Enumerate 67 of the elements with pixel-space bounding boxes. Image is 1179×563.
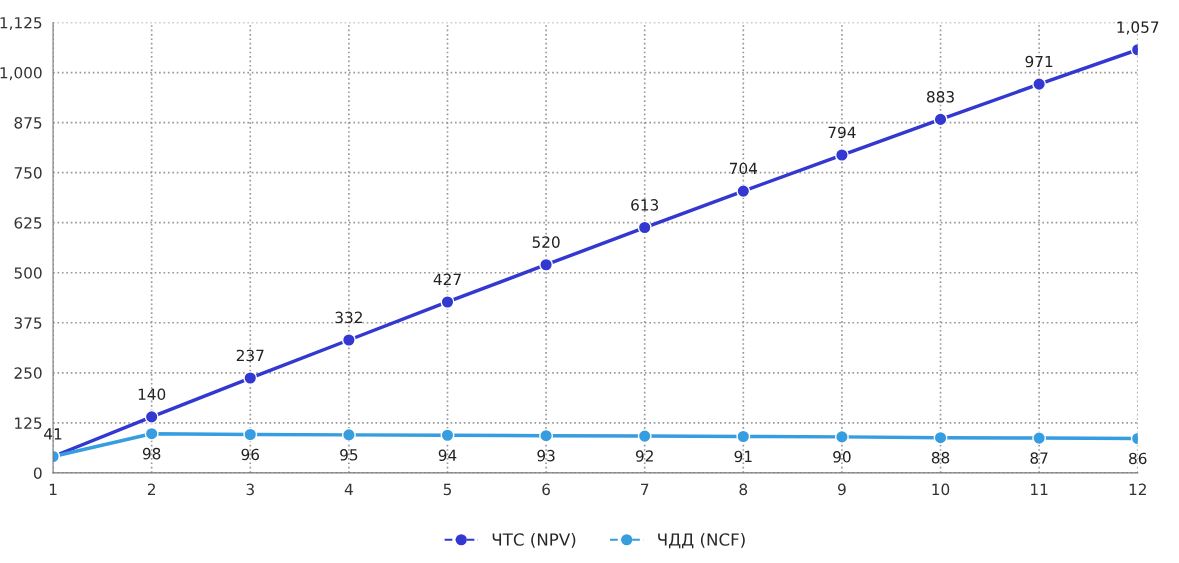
data-label: 883 xyxy=(926,91,954,103)
x-tick-label: 11 xyxy=(1031,483,1048,495)
point xyxy=(243,371,258,385)
point xyxy=(933,112,948,127)
x-tick-label: 3 xyxy=(246,483,254,496)
data-label: 94 xyxy=(438,449,457,461)
x-tick-label: 12 xyxy=(1129,483,1146,495)
point xyxy=(341,427,356,442)
x-tick-label: 4 xyxy=(344,483,353,495)
x-tick-label: 2 xyxy=(147,483,155,495)
data-label: 1,057 xyxy=(1117,21,1159,35)
data-label: 93 xyxy=(537,449,555,462)
y-tick-label: 250 xyxy=(14,367,42,379)
data-label: 971 xyxy=(1025,55,1053,68)
data-label: 95 xyxy=(340,449,358,461)
y-tick-label: 375 xyxy=(14,317,42,329)
x-tick-label: 9 xyxy=(838,483,846,496)
data-label: 87 xyxy=(1030,452,1048,464)
legend-label: ЧДД (NCF) xyxy=(658,532,745,549)
x-tick-label: 7 xyxy=(641,483,649,495)
legend-label: ЧТС (NPV) xyxy=(492,532,576,548)
point xyxy=(834,148,849,162)
point xyxy=(933,430,948,445)
y-tick-label: 1,000 xyxy=(0,67,42,81)
data-label: 86 xyxy=(1129,452,1147,465)
x-tick-label: 6 xyxy=(542,483,550,496)
point xyxy=(1032,77,1047,92)
data-label: 96 xyxy=(241,448,260,461)
point xyxy=(144,426,159,441)
data-label: 794 xyxy=(828,126,856,139)
y-tick-label: 0 xyxy=(33,467,42,479)
point xyxy=(243,427,258,442)
point xyxy=(1032,431,1047,446)
point xyxy=(341,333,356,347)
point xyxy=(144,409,159,424)
data-label: 520 xyxy=(532,236,560,248)
x-tick-label: 10 xyxy=(932,483,950,496)
y-tick-label: 125 xyxy=(15,417,42,429)
data-label: 90 xyxy=(833,451,851,463)
data-label: 140 xyxy=(138,388,166,401)
data-label: 704 xyxy=(729,162,758,175)
y-tick-label: 625 xyxy=(14,217,42,229)
data-label: 613 xyxy=(631,199,659,211)
data-label: 88 xyxy=(931,451,950,464)
point xyxy=(440,428,455,443)
y-tick-label: 875 xyxy=(14,117,42,129)
data-label: 92 xyxy=(635,450,653,462)
x-tick-label: 1 xyxy=(49,483,57,495)
data-label: 427 xyxy=(433,273,461,285)
x-tick-label: 5 xyxy=(443,483,452,496)
data-label: 91 xyxy=(734,450,752,463)
y-tick-label: 1,125 xyxy=(0,16,42,31)
point xyxy=(834,429,849,444)
x-tick-label: 8 xyxy=(739,483,748,496)
point xyxy=(637,429,652,444)
point xyxy=(440,295,455,309)
point xyxy=(539,257,554,272)
point xyxy=(736,184,751,199)
data-label: 237 xyxy=(236,349,264,362)
data-label: 98 xyxy=(142,447,161,460)
point xyxy=(539,428,554,443)
y-tick-label: 500 xyxy=(14,267,42,279)
point xyxy=(736,429,751,444)
point xyxy=(637,220,652,235)
data-label: 332 xyxy=(335,311,362,324)
y-tick-label: 750 xyxy=(14,167,42,179)
data-label: 41 xyxy=(44,428,62,440)
